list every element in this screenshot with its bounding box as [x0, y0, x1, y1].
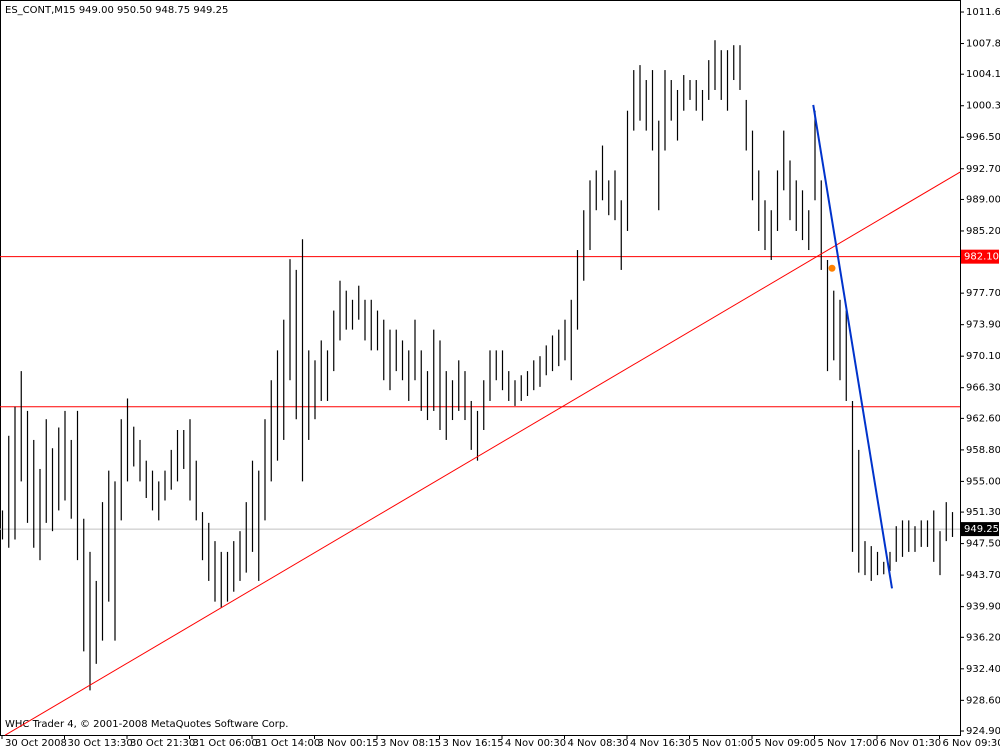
y-tick-label: 1004.10	[966, 69, 1000, 80]
y-tick-label: 989.00	[966, 194, 1000, 205]
y-tick-label: 977.70	[966, 288, 1000, 299]
x-tick-label: 4 Nov 00:30	[505, 738, 566, 749]
x-tick-label: 4 Nov 08:30	[568, 738, 629, 749]
y-tick-label: 973.90	[966, 320, 1000, 331]
y-tick-label: 992.70	[966, 164, 1000, 175]
y-tick-label: 955.00	[966, 476, 1000, 487]
x-tick-label: 31 Oct 06:00	[193, 738, 258, 749]
chart-title: ES_CONT,M15 949.00 950.50 948.75 949.25	[5, 5, 228, 16]
price-label-box	[961, 522, 999, 537]
y-tick-label: 962.60	[966, 413, 1000, 424]
x-tick-label: 3 Nov 08:15	[380, 738, 441, 749]
trendline	[812, 104, 893, 589]
y-tick-label: 1000.30	[966, 101, 1000, 112]
y-tick-label: 966.30	[966, 383, 1000, 394]
y-tick-label: 947.50	[966, 539, 1000, 550]
trendline	[4, 171, 961, 736]
x-tick-label: 31 Oct 14:00	[255, 738, 320, 749]
plot-frame	[0, 0, 961, 736]
x-tick-label: 6 Nov 01:30	[880, 738, 941, 749]
y-tick-label: 996.50	[966, 132, 1000, 143]
price-label: 949.25	[964, 524, 999, 535]
y-tick-label: 985.20	[966, 226, 1000, 237]
y-tick-label: 924.90	[966, 726, 1000, 737]
y-tick-label: 1007.80	[966, 39, 1000, 50]
x-tick-label: 3 Nov 16:15	[443, 738, 504, 749]
footer: WHC Trader 4, © 2001-2008 MetaQuotes Sof…	[5, 719, 288, 730]
y-tick-label: 932.40	[966, 664, 1000, 675]
x-tick-label: 5 Nov 01:00	[693, 738, 754, 749]
y-tick-label: 1011.60	[966, 7, 1000, 18]
price-label: 982.10	[964, 252, 999, 263]
x-tick-label: 6 Nov 09:30	[943, 738, 1000, 749]
x-tick-label: 30 Oct 21:30	[130, 738, 195, 749]
y-tick-label: 970.10	[966, 351, 1000, 362]
price-label-box	[961, 249, 999, 264]
x-tick-label: 30 Oct 13:30	[68, 738, 133, 749]
x-tick-label: 5 Nov 17:00	[818, 738, 879, 749]
x-tick-label: 5 Nov 09:00	[755, 738, 816, 749]
y-tick-label: 939.90	[966, 602, 1000, 613]
y-tick-label: 936.20	[966, 632, 1000, 643]
y-tick-label: 943.70	[966, 570, 1000, 581]
y-tick-label: 958.80	[966, 445, 1000, 456]
y-tick-label: 951.30	[966, 507, 1000, 518]
x-tick-label: 4 Nov 16:30	[630, 738, 691, 749]
y-tick-label: 928.60	[966, 695, 1000, 706]
x-tick-label: 30 Oct 2008	[5, 738, 67, 749]
marker-point	[828, 264, 836, 272]
x-tick-label: 3 Nov 00:15	[318, 738, 379, 749]
